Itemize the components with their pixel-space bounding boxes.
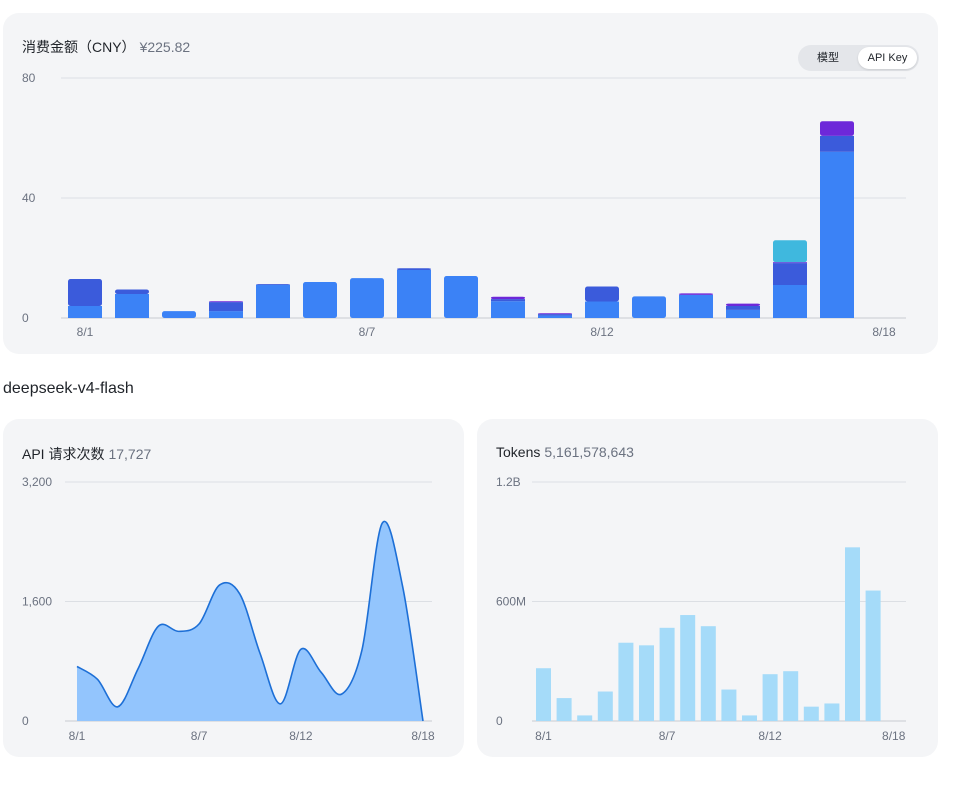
- requests-title-label: API 请求次数: [22, 446, 105, 462]
- requests-area: [77, 521, 423, 721]
- cost-card: 消费金额（CNY） ¥225.82 模型 API Key 0 40 80 8/1 8/7 8…: [3, 13, 938, 354]
- cost-bar-segment: [538, 315, 572, 318]
- requests-ytick-label: 1,600: [22, 595, 52, 609]
- cost-xtick-label: 8/1: [77, 325, 94, 339]
- requests-chart: 0 1,600 3,200 8/1 8/7 8/12 8/18: [22, 475, 435, 743]
- tokens-bar: [700, 626, 716, 721]
- cost-bar-segment: [303, 282, 337, 318]
- cost-bar-segment: [162, 311, 196, 318]
- requests-card: API 请求次数 17,727 0 1,600 3,200 8/1 8/7 8/12 8/18: [3, 419, 464, 757]
- cost-bar-segment: [820, 151, 854, 318]
- toggle-model-option[interactable]: 模型: [817, 52, 839, 64]
- tokens-chart: 0 600M 1.2B 8/1 8/7 8/12 8/18: [496, 475, 906, 743]
- cost-bar-segment: [491, 299, 525, 302]
- cost-bar-segment: [397, 270, 431, 318]
- cost-bar-segment: [820, 135, 854, 152]
- requests-xtick-label: 8/7: [191, 729, 208, 743]
- cost-bar-segment: [209, 301, 243, 303]
- tokens-bar: [742, 715, 757, 721]
- tokens-bar: [783, 671, 799, 721]
- tokens-bar: [845, 547, 860, 721]
- cost-bar-segment: [491, 301, 525, 318]
- cost-bar-segment: [820, 121, 854, 136]
- tokens-xtick-label: 8/18: [882, 729, 906, 743]
- tokens-ytick-label: 0: [496, 714, 503, 728]
- tokens-xtick-label: 8/1: [535, 729, 552, 743]
- cost-bar-segment: [773, 285, 807, 318]
- cost-bar-segment: [115, 294, 149, 318]
- cost-bar-segment: [538, 314, 572, 316]
- cost-bar-segment: [68, 306, 102, 318]
- cost-bar-segment: [256, 284, 290, 285]
- tokens-total: 5,161,578,643: [544, 444, 634, 460]
- requests-card-title: API 请求次数 17,727: [22, 444, 151, 464]
- tokens-ytick-label: 1.2B: [496, 475, 521, 489]
- cost-card-title: 消费金额（CNY） ¥225.82: [22, 37, 190, 57]
- cost-ytick-label: 40: [22, 191, 36, 205]
- cost-bar-segment: [632, 296, 666, 318]
- tokens-bar: [639, 645, 654, 721]
- cost-title-label: 消费金额（CNY）: [22, 39, 136, 55]
- cost-bar-segment: [350, 278, 384, 318]
- tokens-bar: [577, 715, 593, 721]
- tokens-xtick-label: 8/12: [758, 729, 782, 743]
- tokens-ytick-label: 600M: [496, 595, 526, 609]
- cost-bar-segment: [679, 293, 713, 295]
- requests-total: 17,727: [108, 446, 152, 462]
- view-toggle: 模型 API Key: [798, 45, 919, 71]
- requests-line: [76, 520, 424, 722]
- cost-chart: 0 40 80 8/1 8/7 8/12 8/18: [22, 71, 906, 339]
- model-section-title: deepseek-v4-flash: [3, 380, 134, 397]
- cost-xtick-label: 8/18: [872, 325, 896, 339]
- tokens-bar: [721, 689, 737, 721]
- cost-xtick-label: 8/7: [359, 325, 376, 339]
- cost-bar-segment: [726, 309, 760, 318]
- cost-bar-segment: [773, 240, 807, 263]
- tokens-bar: [618, 642, 634, 721]
- cost-bar-segment: [397, 268, 431, 270]
- tokens-bar: [803, 706, 819, 721]
- cost-bar-segment: [585, 286, 619, 302]
- tokens-bar: [536, 668, 551, 721]
- cost-bar-segment: [726, 306, 760, 310]
- cost-ytick-label: 80: [22, 71, 36, 85]
- requests-xtick-label: 8/18: [411, 729, 435, 743]
- tokens-bar: [659, 627, 675, 721]
- cost-bar-segment: [585, 301, 619, 318]
- cost-xtick-label: 8/12: [590, 325, 614, 339]
- toggle-api-key-option[interactable]: API Key: [858, 47, 917, 69]
- cost-bar-segment: [679, 294, 713, 318]
- tokens-bar: [680, 615, 696, 721]
- requests-ytick-label: 3,200: [22, 475, 52, 489]
- requests-xtick-label: 8/1: [69, 729, 86, 743]
- tokens-bar: [762, 674, 778, 721]
- cost-total: ¥225.82: [139, 39, 191, 55]
- cost-bar-segment: [209, 311, 243, 318]
- tokens-title-label: Tokens: [496, 444, 541, 460]
- cost-bar-segment: [773, 263, 807, 285]
- cost-bar-segment: [115, 289, 149, 294]
- requests-xtick-label: 8/12: [289, 729, 313, 743]
- requests-ytick-label: 0: [22, 714, 29, 728]
- cost-bar-segment: [773, 262, 807, 264]
- cost-ytick-label: 0: [22, 311, 29, 325]
- tokens-bar: [865, 590, 881, 721]
- tokens-bar: [597, 691, 613, 721]
- tokens-xtick-label: 8/7: [659, 729, 676, 743]
- cost-bar-segment: [726, 303, 760, 306]
- cost-bar-segment: [491, 296, 525, 300]
- cost-bar-segment: [538, 313, 572, 315]
- cost-bar-segment: [209, 302, 243, 312]
- tokens-card: Tokens 5,161,578,643 0 600M 1.2B 8/1 8/7 8/12 8…: [477, 419, 938, 757]
- tokens-bar: [556, 698, 572, 721]
- tokens-card-title: Tokens 5,161,578,643: [496, 444, 634, 460]
- cost-bar-segment: [68, 279, 102, 306]
- cost-bar-segment: [444, 276, 478, 318]
- tokens-bar: [824, 703, 840, 721]
- cost-bar-segment: [256, 285, 290, 318]
